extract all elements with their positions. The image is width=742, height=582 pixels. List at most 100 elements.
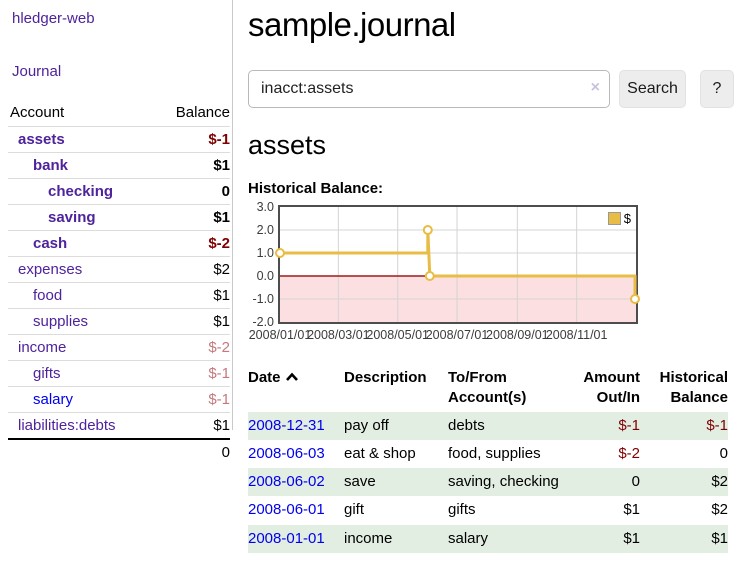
x-tick-label: 2008/11/01: [545, 328, 608, 342]
account-balance: $1: [213, 287, 230, 304]
account-table-header: Account Balance: [8, 100, 230, 126]
register-column-header: To/From Account(s): [448, 369, 527, 407]
account-balance: $-1: [208, 131, 230, 148]
chart-title: Historical Balance:: [248, 180, 384, 197]
y-tick-label: -1.0: [252, 292, 274, 306]
account-row: saving $1: [8, 204, 230, 230]
sidebar-item-journal[interactable]: Journal: [12, 63, 62, 80]
clear-search-icon[interactable]: ×: [590, 79, 600, 96]
sidebar-account-link[interactable]: supplies: [33, 313, 89, 330]
search-button[interactable]: Search: [619, 70, 686, 108]
account-row: checking 0: [8, 178, 230, 204]
sidebar-divider: [232, 0, 233, 430]
chart-plot-area: $: [275, 205, 640, 324]
sidebar-account-link[interactable]: expenses: [18, 261, 83, 278]
account-row: liabilities:debts $1: [8, 412, 230, 438]
register-row: 2008-12-31 pay off debts $-1 $-1: [248, 411, 728, 440]
historical-balance-chart: 3.0 2.0 1.0 0.0 -1.0 -2.0 $ 2008/01/01 2008/03…: [248, 200, 734, 343]
legend-swatch-icon: [607, 212, 621, 225]
account-row: assets $-1: [8, 126, 230, 152]
transaction-amount: 0: [631, 473, 640, 490]
account-column-header: Account: [10, 104, 65, 121]
transaction-balance: 0: [719, 444, 728, 462]
transaction-description: pay off: [344, 416, 389, 434]
transaction-balance: $2: [711, 473, 728, 490]
transaction-amount: $1: [623, 501, 640, 519]
account-balance: $1: [213, 209, 230, 226]
x-tick-label: 2008/09/01: [486, 328, 549, 342]
transaction-accounts: food, supplies: [448, 444, 541, 462]
register-header-row: Date Description To/From Account(s) Amount Ou…: [248, 365, 728, 412]
sidebar-account-link[interactable]: cash: [33, 235, 68, 252]
register-column-header[interactable]: Date: [248, 365, 344, 412]
main-content: sample.journal × Search ? assets Histori…: [248, 0, 734, 553]
account-total-row: 0: [8, 438, 230, 465]
account-row: salary $-1: [8, 386, 230, 412]
y-tick-label: 3.0: [256, 200, 274, 214]
chart-canvas: [275, 207, 640, 322]
register-row: 2008-06-02 save saving, checking 0 $2: [248, 468, 728, 497]
y-tick-label: -2.0: [252, 315, 274, 329]
search-form: × Search ?: [248, 70, 734, 108]
register-table: Date Description To/From Account(s) Amount Ou…: [248, 365, 728, 553]
account-row: food $1: [8, 282, 230, 308]
register-row: 2008-01-01 income salary $1 $1: [248, 524, 728, 553]
legend-label: $: [623, 211, 631, 226]
page-title: sample.journal: [248, 6, 456, 43]
transaction-description: eat & shop: [344, 444, 416, 462]
transaction-amount: $-2: [618, 444, 640, 462]
help-button[interactable]: ?: [699, 70, 734, 108]
y-tick-label: 2.0: [256, 223, 274, 237]
x-tick-label: 2008/07/01: [425, 328, 489, 342]
transaction-date-link[interactable]: 2008-06-02: [248, 473, 325, 490]
register-column-header: Historical Balance: [659, 369, 728, 407]
transaction-date-link[interactable]: 2008-01-01: [248, 529, 325, 547]
transaction-amount: $-1: [618, 416, 640, 434]
balance-column-header: Balance: [175, 104, 230, 121]
total-balance: 0: [221, 444, 230, 461]
account-balance: $1: [213, 417, 230, 434]
transaction-date-link[interactable]: 2008-12-31: [248, 416, 325, 434]
account-balance: $2: [213, 261, 230, 278]
register-column-header: Amount Out/In: [583, 369, 640, 407]
account-balance: $1: [213, 313, 230, 330]
register-row: 2008-06-01 gift gifts $1 $2: [248, 496, 728, 524]
transaction-description: save: [344, 473, 376, 490]
sidebar-account-link[interactable]: checking: [48, 183, 114, 200]
transaction-date-link[interactable]: 2008-06-01: [248, 501, 325, 519]
x-tick-label: 2008/03/01: [307, 328, 370, 342]
sidebar-account-link[interactable]: income: [18, 339, 67, 356]
sidebar-account-link[interactable]: gifts: [33, 365, 61, 382]
search-input[interactable]: [248, 70, 610, 108]
account-row: bank $1: [8, 152, 230, 178]
account-balance-table: Account Balance assets $-1 bank $1 checking 0…: [8, 100, 230, 465]
y-tick-label: 0.0: [256, 269, 274, 283]
sort-asc-icon: [285, 372, 298, 381]
sidebar: hledger-web Journal Account Balance asse…: [8, 0, 230, 465]
account-heading: assets: [248, 130, 327, 160]
y-tick-label: 1.0: [256, 246, 274, 260]
transaction-accounts: saving, checking: [448, 473, 559, 490]
transaction-balance: $1: [711, 529, 728, 547]
account-row: cash $-2: [8, 230, 230, 256]
transaction-date-link[interactable]: 2008-06-03: [248, 444, 325, 462]
sidebar-account-link[interactable]: salary: [33, 391, 74, 408]
transaction-balance: $2: [711, 501, 728, 519]
app-title-link[interactable]: hledger-web: [12, 10, 95, 27]
transaction-accounts: debts: [448, 416, 485, 434]
transaction-accounts: salary: [448, 529, 489, 547]
account-balance: $1: [213, 157, 230, 174]
account-row: supplies $1: [8, 308, 230, 334]
sidebar-account-link[interactable]: liabilities:debts: [18, 417, 116, 434]
sidebar-account-link[interactable]: assets: [18, 131, 65, 148]
transaction-accounts: gifts: [448, 501, 476, 519]
register-column-header: Description: [344, 369, 427, 386]
account-row: income $-2: [8, 334, 230, 360]
x-tick-label: 2008/01/01: [248, 328, 312, 342]
transaction-description: income: [344, 529, 393, 547]
register-row: 2008-06-03 eat & shop food, supplies $-2 0: [248, 440, 728, 468]
account-tree: assets $-1 bank $1 checking 0 saving $1 cash $-2 e…: [8, 126, 230, 438]
sidebar-account-link[interactable]: food: [33, 287, 63, 304]
sidebar-account-link[interactable]: saving: [48, 209, 96, 226]
sidebar-account-link[interactable]: bank: [33, 157, 69, 174]
